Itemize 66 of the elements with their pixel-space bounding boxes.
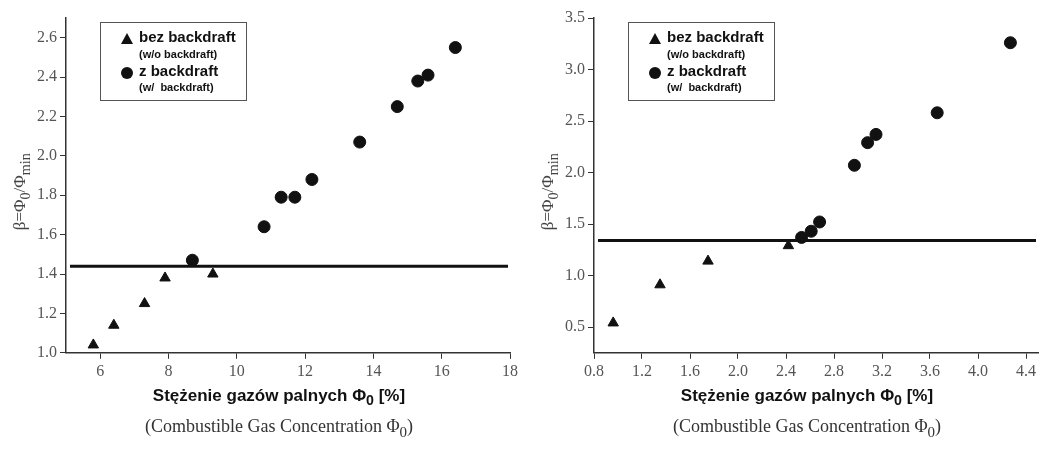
point — [804, 224, 818, 238]
point — [305, 172, 319, 186]
x-tick-label: 12 — [297, 361, 314, 379]
y-tick-label: 2.0 — [565, 162, 585, 180]
x-tick-label: 1.2 — [632, 361, 652, 379]
point — [274, 190, 288, 204]
y-tick-label: 3.5 — [565, 8, 585, 26]
point — [257, 220, 271, 234]
text: (Combustible Gas Concentration Φ$_{0}$) — [143, 416, 415, 441]
x-tick-label: 10 — [228, 361, 245, 379]
x-tick-label: 4.0 — [968, 361, 988, 379]
legend-label: z backdraft (w/ backdraft) — [139, 61, 219, 94]
text: (Combustible Gas Concentration Φ$_{0}$) — [671, 416, 943, 441]
y-tick-label: 1.6 — [37, 224, 57, 242]
y-tick-label: 3.0 — [565, 59, 585, 77]
x-tick-label: 1.6 — [680, 361, 700, 379]
x-tick-label: 6 — [96, 361, 105, 379]
x-axis-title: Stężenie gazów palnych Φ$_{0}$ [%] — [679, 386, 935, 409]
point — [138, 297, 151, 308]
x-tick-label: 3.2 — [872, 361, 892, 379]
x-tick-label: 4.4 — [1016, 361, 1036, 379]
point — [87, 338, 100, 349]
y-tick-label: 1.5 — [565, 214, 585, 232]
x-tick-label: 14 — [365, 361, 382, 379]
y-tick-label: 0.5 — [565, 317, 585, 335]
x-tick-label: 2.0 — [728, 361, 748, 379]
point — [207, 267, 219, 278]
x-tick-label: 0.8 — [584, 361, 604, 379]
point — [159, 271, 171, 282]
legend-label: z backdraft (w/ backdraft) — [667, 61, 747, 94]
point — [421, 68, 435, 82]
point — [448, 41, 462, 55]
point — [847, 158, 861, 172]
point — [930, 106, 944, 120]
point — [1003, 36, 1017, 50]
y-tick-label: 2.0 — [37, 146, 57, 164]
y-tick-label: 2.5 — [565, 111, 585, 129]
point — [108, 318, 120, 329]
point — [861, 136, 875, 150]
y-tick-label: 2.6 — [37, 27, 57, 45]
point — [813, 215, 827, 229]
y-tick-label: 1.4 — [37, 264, 57, 282]
x-tick-label: 8 — [164, 361, 173, 379]
y-tick-label: 1.2 — [37, 303, 57, 321]
legend-label: bez backdraft (w/o backdraft) — [139, 28, 236, 61]
point — [353, 135, 367, 149]
y-tick-label: 2.4 — [37, 67, 57, 85]
x-tick-label: 2.4 — [776, 361, 796, 379]
x-tick-label: 18 — [502, 361, 518, 379]
y-tick-label: 1.0 — [565, 265, 585, 283]
point — [411, 74, 425, 88]
point — [702, 254, 714, 265]
point — [607, 316, 619, 327]
x-tick-label: 2.8 — [824, 361, 844, 379]
y-tick-label: 2.2 — [37, 106, 57, 124]
x-tick-label: 16 — [433, 361, 450, 379]
y-tick-label: 1.8 — [37, 185, 57, 203]
x-axis-title: Stężenie gazów palnych Φ$_{0}$ [%] — [151, 386, 407, 409]
x-tick-label: 3.6 — [920, 361, 940, 379]
point — [654, 278, 666, 289]
legend-label: bez backdraft (w/o backdraft) — [667, 28, 764, 61]
y-tick-label: 1.0 — [37, 343, 57, 360]
point — [390, 100, 404, 114]
point — [185, 253, 199, 267]
point — [869, 127, 883, 141]
point — [288, 190, 302, 204]
